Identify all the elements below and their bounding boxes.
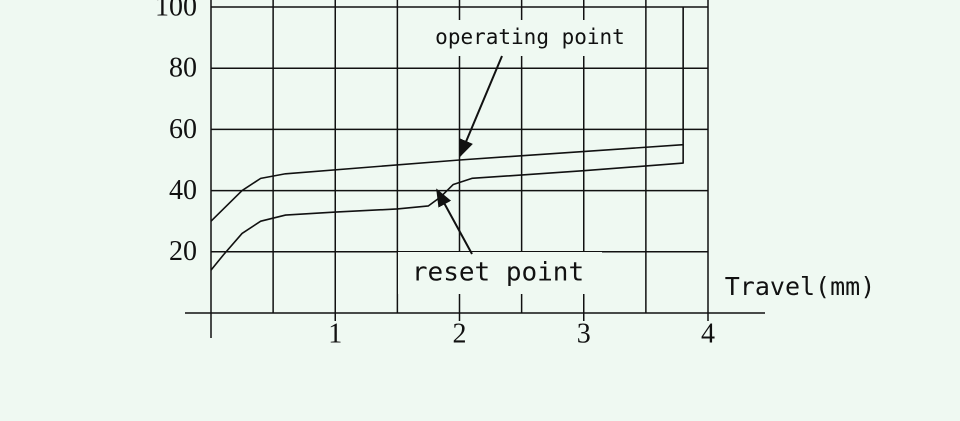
annotation-arrow — [436, 188, 473, 255]
line — [210, 144, 684, 271]
annotation-arrow — [459, 55, 503, 158]
annotation: operating point — [435, 25, 625, 49]
line — [210, 7, 684, 222]
y-tick-label: 20 — [169, 236, 197, 267]
annotation: reset point — [412, 258, 584, 288]
y-tick-label: 80 — [169, 53, 197, 84]
label-backdrop — [398, 252, 602, 294]
y-tick-label: 100 — [155, 0, 197, 22]
plot — [210, 7, 684, 271]
y-tick-label: 60 — [169, 114, 197, 145]
x-tick-label: 1 — [328, 318, 342, 349]
label-backdrop — [416, 20, 644, 56]
y-tick-label: 40 — [169, 175, 197, 206]
x-tick-label: 2 — [453, 318, 467, 349]
x-tick-label: 3 — [577, 318, 591, 349]
x-tick-label: 4 — [701, 318, 715, 349]
x-axis-label: Travel(mm) — [725, 272, 876, 301]
